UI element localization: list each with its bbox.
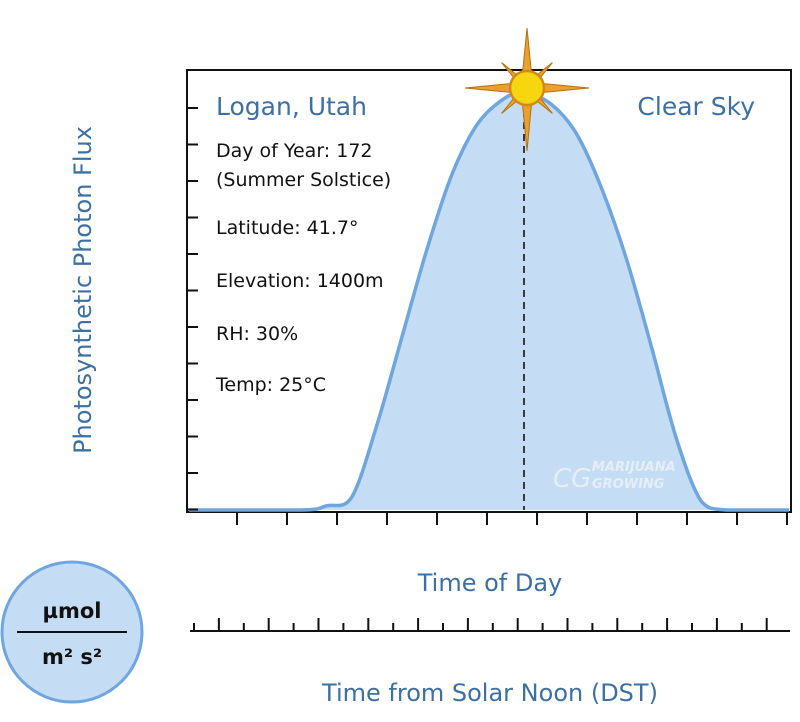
- watermark-line-1: MARIJUANA: [592, 460, 676, 475]
- watermark-cg: CG: [553, 464, 591, 494]
- info-day-of-year: Day of Year: 172: [216, 140, 373, 162]
- y-axis-ticks: [187, 107, 198, 511]
- location-label: Logan, Utah: [216, 92, 367, 121]
- unit-badge: µmol m² s²: [0, 560, 144, 704]
- condition-label: Clear Sky: [637, 92, 755, 121]
- solar-noon-axis-ticks: [193, 618, 768, 631]
- info-elevation: Elevation: 1400m: [216, 270, 384, 292]
- info-latitude: Latitude: 41.7°: [216, 217, 358, 239]
- sun-disc: [508, 69, 546, 107]
- unit-numerator: µmol: [43, 599, 102, 623]
- info-rh: RH: 30%: [216, 323, 298, 345]
- unit-denominator: m² s²: [42, 645, 102, 669]
- watermark-line-2: GROWING: [592, 477, 665, 492]
- ppf-area: [189, 91, 789, 510]
- y-axis-title: Photosynthetic Photon Flux: [69, 126, 97, 454]
- x-axis-title-solar-noon: Time from Solar Noon (DST): [321, 679, 658, 707]
- watermark-logo: CG MARIJUANA GROWING: [553, 460, 676, 494]
- sun-icon: [464, 27, 590, 152]
- x-axis-ticks: [236, 512, 788, 525]
- info-solstice: (Summer Solstice): [216, 169, 391, 191]
- x-axis-title-time-of-day: Time of Day: [417, 569, 563, 597]
- info-temp: Temp: 25°C: [215, 374, 326, 396]
- ppf-line: [189, 90, 789, 512]
